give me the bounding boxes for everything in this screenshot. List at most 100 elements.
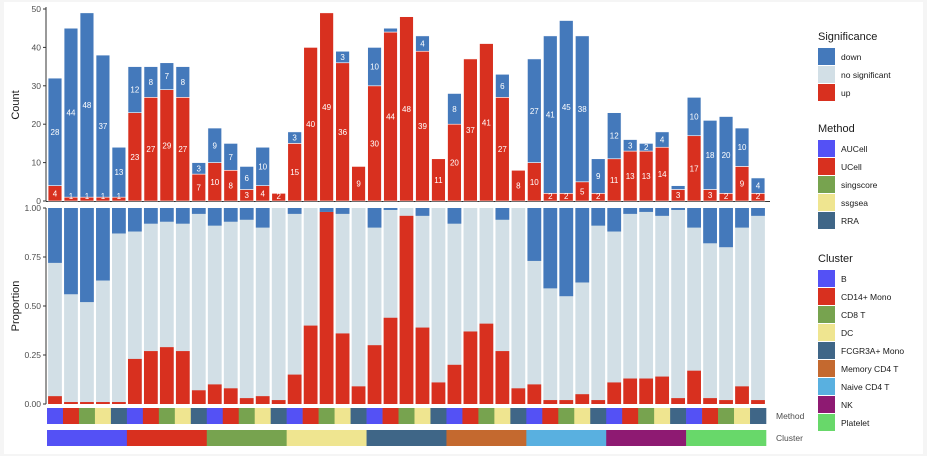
proportion-bar-up [383,317,398,404]
proportion-bar-ns [655,208,670,404]
proportion-bar-up [48,396,62,404]
count-bar-down [335,50,350,64]
proportion-bar-ns [255,208,270,404]
proportion-y-tick-label: 0.50 [24,301,41,311]
proportion-bar-down [143,208,158,224]
proportion-bar-ns [431,208,446,404]
proportion-bar-up [239,398,254,404]
count-bar-down-label: 12 [610,132,619,141]
method-legend-label: ssgsea [841,198,868,208]
count-bar-up-label: 10 [210,178,219,187]
proportion-bar-down [559,208,574,297]
cluster-legend-swatch [818,270,835,287]
cluster-legend-swatch [818,342,835,359]
method-track-cell [350,408,367,424]
count-bar-down [159,62,175,90]
method-track-cell [686,408,703,424]
cluster-legend-swatch [818,396,835,413]
count-bar-down-label: 27 [530,107,539,116]
method-track-cell [718,408,735,424]
count-bar-down-label: 3 [340,53,345,62]
proportion-bar-down [543,208,558,289]
cluster-track-cell [686,430,767,446]
proportion-bar-up [112,402,126,404]
count-bar-down-label: 18 [706,151,715,160]
proportion-bar-down [719,208,733,248]
method-track-cell [94,408,112,424]
count-bar-down [575,35,590,183]
count-y-tick-label: 50 [32,4,42,14]
count-bar-down [702,120,718,190]
cluster-legend-label: B [841,274,847,284]
count-bar-down-label: 4 [660,136,665,145]
proportion-bar-up [159,347,174,404]
count-bar-down-label: 48 [82,101,91,110]
count-bar-down-label: 28 [51,128,60,137]
count-bar-down [255,146,270,186]
count-bar-up [271,193,286,202]
proportion-bar-down [207,208,222,226]
proportion-bar-up [447,364,462,404]
proportion-bar-ns [687,208,701,404]
count-bar-down [127,66,143,113]
count-bar-down-label: 7 [165,72,170,81]
proportion-bar-up [511,388,526,404]
cluster-legend-label: Memory CD4 T [841,364,898,374]
count-bar-up-label: 1 [69,192,74,201]
count-bar-up [463,58,478,202]
count-bar-up-label: 10 [530,178,539,187]
proportion-bar-up [96,402,110,404]
proportion-bar-down [703,208,717,244]
count-bar-down [447,93,462,125]
count-bar-up-label: 29 [162,141,171,150]
method-track-cell [254,408,271,424]
count-bar-up-label: 41 [482,118,491,127]
count-bar-up-label: 39 [418,122,427,131]
method-track-cell [446,408,463,424]
proportion-bar-ns [239,208,254,404]
count-bar-down-label: 3 [628,141,633,150]
count-bar-up-label: 20 [450,159,459,168]
method-track-cell [110,408,128,424]
count-bar-down-label: 2 [644,143,649,152]
method-track-cell [606,408,623,424]
count-bar-up-label: 3 [244,191,249,200]
cluster-track-cell [47,430,128,446]
significance-legend-label: no significant [841,70,891,80]
method-track-cell [734,408,751,424]
count-bar-down-label: 9 [213,141,218,150]
proportion-bar-down [591,208,606,226]
count-bar-up-label: 36 [338,128,347,137]
count-bar-down-label: 10 [258,162,267,171]
count-y-tick-label: 20 [32,119,42,129]
proportion-bar-down [48,208,62,263]
count-bar-up [319,12,334,202]
proportion-bar-ns [287,208,302,404]
cluster-legend-label: DC [841,328,853,338]
proportion-bar-up [80,402,94,404]
significance-legend-swatch [818,84,835,101]
proportion-bar-ns [271,208,286,404]
count-bar-up-label: 9 [356,180,361,189]
cluster-legend-swatch [818,414,835,431]
count-bar-up-label: 27 [146,145,155,154]
proportion-bar-down [80,208,94,303]
count-bar-down-label: 41 [546,111,555,120]
count-bar-up-label: 37 [466,126,475,135]
count-bar-up-label: 8 [516,182,521,191]
count-bar-up-label: 11 [434,176,443,185]
count-bar-up-label: 3 [708,191,713,200]
method-track-cell [574,408,591,424]
method-track-cell [526,408,543,424]
cluster-legend-swatch [818,324,835,341]
proportion-bar-up [303,325,318,404]
count-bar-up [479,43,494,202]
count-bar-up-label: 2 [548,192,553,201]
proportion-bar-up [431,382,446,404]
cluster-legend-swatch [818,306,835,323]
count-bar-up-label: 1 [117,192,122,201]
proportion-bar-ns [511,208,526,404]
proportion-bar-down [495,208,510,220]
proportion-bar-up [495,351,510,404]
count-bar-up [431,158,446,202]
